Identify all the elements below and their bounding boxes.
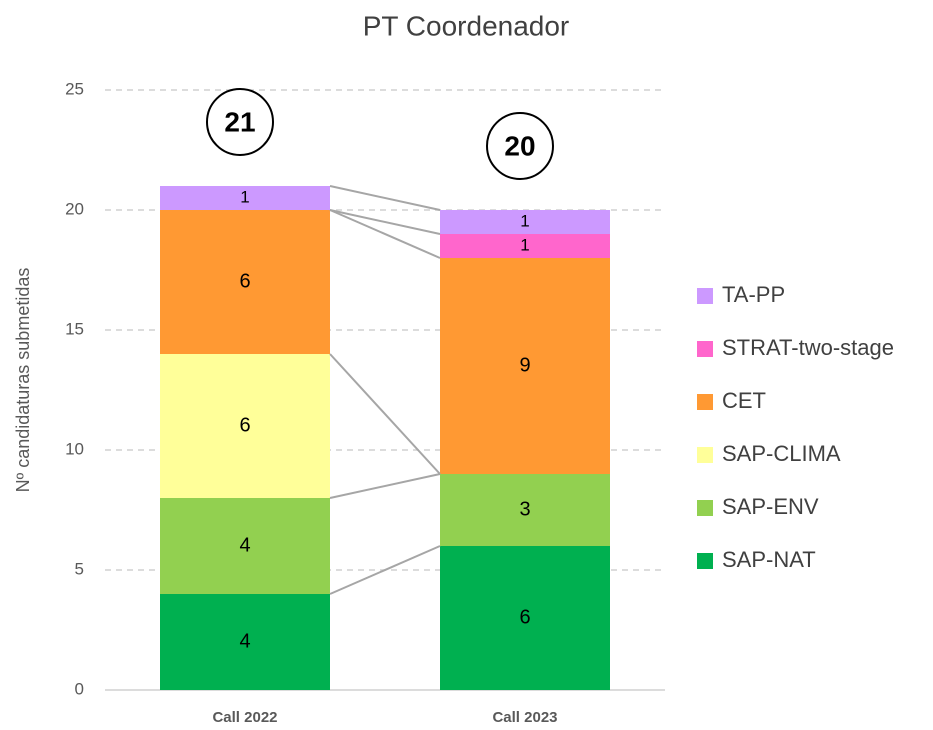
y-tick-label: 15 [65, 319, 84, 338]
bar-segment [440, 258, 610, 474]
total-circle [486, 112, 554, 180]
data-label: 6 [239, 414, 250, 436]
y-tick-label: 10 [65, 439, 84, 458]
x-tick-label: Call 2023 [492, 709, 557, 726]
connector-line [329, 473, 441, 499]
y-axis-label: Nº candidaturas submetidas [13, 268, 33, 493]
legend-swatch [697, 288, 713, 304]
connector-line [329, 209, 441, 235]
legend-label: CET [722, 388, 766, 413]
y-tick-label: 0 [75, 679, 84, 698]
legend-label: SAP-NAT [722, 547, 816, 572]
legend-label: TA-PP [722, 282, 785, 307]
bar-segment [160, 594, 330, 690]
bar-segment [160, 186, 330, 210]
bar-segment [440, 210, 610, 234]
legend-label: STRAT-two-stage [722, 335, 894, 360]
bar-segment [160, 498, 330, 594]
legend-swatch [697, 394, 713, 410]
data-label: 1 [520, 211, 529, 230]
data-label: 1 [520, 235, 529, 254]
legend-swatch [697, 500, 713, 516]
y-tick-label: 20 [65, 199, 84, 218]
data-label: 1 [240, 187, 249, 206]
bar-segment [440, 474, 610, 546]
connector-line [329, 209, 441, 259]
x-tick-label: Call 2022 [212, 709, 277, 726]
total-label: 20 [504, 130, 535, 161]
legend-swatch [697, 447, 713, 463]
total-label: 21 [224, 106, 255, 137]
data-label: 4 [239, 534, 250, 556]
total-circle [206, 88, 274, 156]
bar-segment [160, 210, 330, 354]
connector-line [329, 545, 441, 595]
legend-label: SAP-ENV [722, 494, 819, 519]
data-label: 6 [239, 270, 250, 292]
legend-swatch [697, 341, 713, 357]
data-label: 4 [239, 630, 250, 652]
connector-line [329, 185, 441, 211]
y-tick-label: 25 [65, 79, 84, 98]
legend-swatch [697, 553, 713, 569]
legend-label: SAP-CLIMA [722, 441, 841, 466]
data-label: 6 [519, 606, 530, 628]
data-label: 3 [519, 498, 530, 520]
connector-line [329, 353, 441, 475]
data-label: 9 [519, 354, 530, 376]
bar-segment [160, 354, 330, 498]
y-tick-label: 5 [75, 559, 84, 578]
bar-segment [440, 234, 610, 258]
bar-segment [440, 546, 610, 690]
chart-title: PT Coordenador [363, 10, 570, 41]
